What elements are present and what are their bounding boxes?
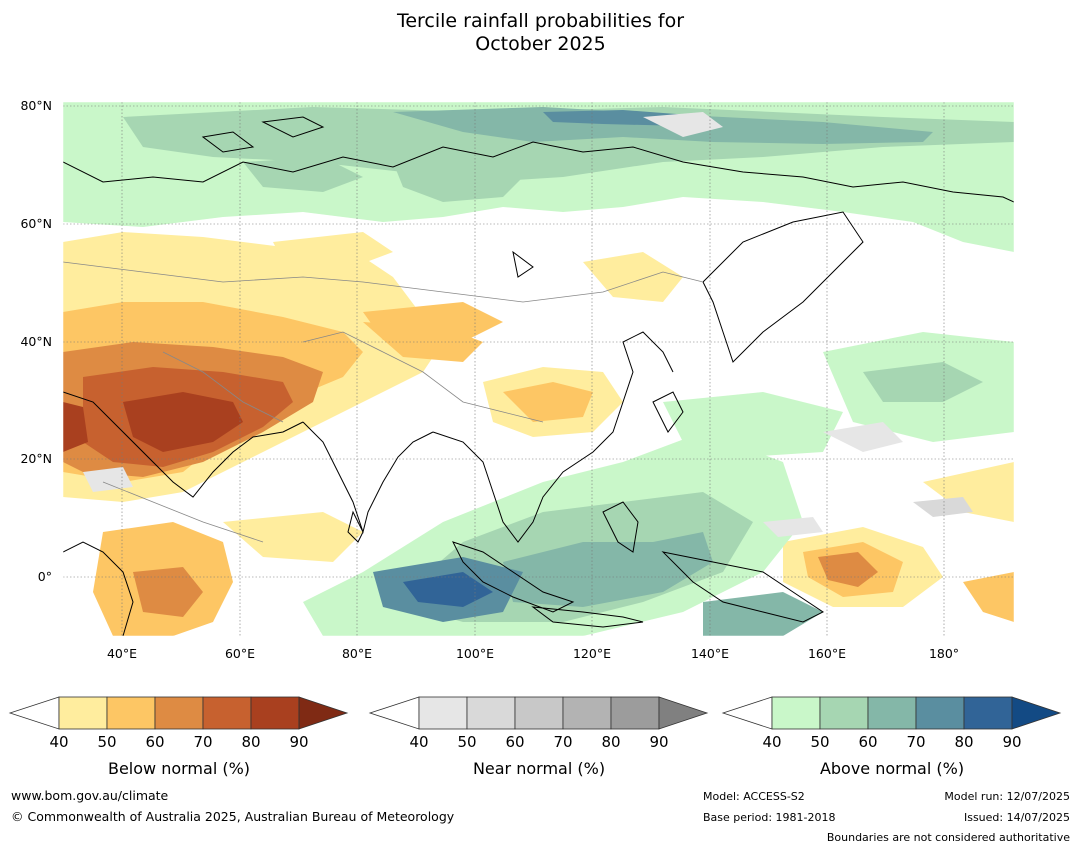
colorbar-above-normal xyxy=(721,696,1062,730)
below-normal-region-africa xyxy=(93,512,363,636)
lat-label-0: 0° xyxy=(37,569,52,584)
model-text: Model: ACCESS-S2 xyxy=(703,790,805,803)
base-period-text: Base period: 1981-2018 xyxy=(703,811,836,824)
lat-label-40n: 40°N xyxy=(20,334,52,349)
title-line-2: October 2025 xyxy=(475,33,606,55)
below-tick-40: 40 xyxy=(49,733,69,751)
forecast-map xyxy=(62,101,1015,637)
lat-label-20n: 20°N xyxy=(20,451,52,466)
colorbar-below-swatch-0 xyxy=(58,696,108,730)
lat-label-80n: 80°N xyxy=(20,98,52,113)
legend-colorbars xyxy=(8,696,1062,730)
above-normal-region-south xyxy=(303,332,1014,636)
graticule xyxy=(63,102,1014,636)
colorbar-above-swatch-0 xyxy=(771,696,821,730)
colorbar-above-swatch-2 xyxy=(867,696,917,730)
colorbar-near-high-extend xyxy=(658,696,709,730)
above-tick-50: 50 xyxy=(810,733,830,751)
near-tick-90: 90 xyxy=(649,733,669,751)
colorbar-below-normal xyxy=(8,696,349,730)
near-tick-80: 80 xyxy=(601,733,621,751)
issued-text: Issued: 14/07/2025 xyxy=(963,811,1070,824)
colorbar-below-high-extend xyxy=(298,696,349,730)
chart-title: Tercile rainfall probabilities for Octob… xyxy=(0,10,1081,56)
lon-label-80e: 80°E xyxy=(341,646,373,661)
colorbar-below-swatch-3 xyxy=(202,696,252,730)
coastlines xyxy=(63,116,1014,636)
lon-label-60e: 60°E xyxy=(224,646,256,661)
below-tick-60: 60 xyxy=(145,733,165,751)
near-normal-patches xyxy=(83,112,973,537)
colorbar-near-swatch-3 xyxy=(562,696,612,730)
below-tick-90: 90 xyxy=(289,733,309,751)
colorbar-below-swatch-4 xyxy=(250,696,300,730)
below-normal-region-china xyxy=(273,232,683,437)
copyright-text: © Commonwealth of Australia 2025, Austra… xyxy=(11,809,455,824)
colorbar-near-swatch-0 xyxy=(418,696,468,730)
title-line-1: Tercile rainfall probabilities for xyxy=(396,10,685,32)
country-borders xyxy=(63,261,704,543)
above-tick-40: 40 xyxy=(762,733,782,751)
lon-label-100e: 100°E xyxy=(455,646,494,661)
below-tick-50: 50 xyxy=(97,733,117,751)
map-svg xyxy=(62,101,1015,637)
near-tick-70: 70 xyxy=(553,733,573,751)
near-tick-60: 60 xyxy=(505,733,525,751)
model-run-text: Model run: 12/07/2025 xyxy=(944,790,1070,803)
near-tick-50: 50 xyxy=(457,733,477,751)
colorbar-near-low-extend xyxy=(368,696,420,730)
below-tick-80: 80 xyxy=(241,733,261,751)
website-link[interactable]: www.bom.gov.au/climate xyxy=(11,788,169,803)
below-tick-70: 70 xyxy=(193,733,213,751)
colorbar-near-swatch-1 xyxy=(466,696,516,730)
colorbar-above-low-extend xyxy=(721,696,773,730)
legend-title-near-normal: Near normal (%) xyxy=(472,759,606,778)
legend-title-above-normal: Above normal (%) xyxy=(819,759,965,778)
lon-label-180: 180° xyxy=(928,646,960,661)
lon-label-40e: 40°E xyxy=(106,646,138,661)
above-tick-90: 90 xyxy=(1002,733,1022,751)
colorbar-near-swatch-2 xyxy=(514,696,564,730)
colorbar-above-swatch-4 xyxy=(963,696,1013,730)
colorbar-below-swatch-2 xyxy=(154,696,204,730)
legend-title-below-normal: Below normal (%) xyxy=(107,759,251,778)
lat-label-60n: 60°N xyxy=(20,216,52,231)
colorbar-above-high-extend xyxy=(1011,696,1062,730)
above-tick-60: 60 xyxy=(858,733,878,751)
colorbar-above-swatch-3 xyxy=(915,696,965,730)
below-normal-region-pacific xyxy=(783,462,1014,622)
lon-label-160e: 160°E xyxy=(807,646,846,661)
above-tick-80: 80 xyxy=(954,733,974,751)
lon-label-120e: 120°E xyxy=(572,646,611,661)
above-tick-70: 70 xyxy=(906,733,926,751)
near-tick-40: 40 xyxy=(409,733,429,751)
lon-label-140e: 140°E xyxy=(690,646,729,661)
colorbar-below-swatch-1 xyxy=(106,696,156,730)
colorbar-below-low-extend xyxy=(8,696,60,730)
colorbar-near-swatch-4 xyxy=(610,696,660,730)
colorbar-near-normal xyxy=(368,696,709,730)
disclaimer-text: Boundaries are not considered authoritat… xyxy=(826,831,1070,844)
colorbar-above-swatch-1 xyxy=(819,696,869,730)
